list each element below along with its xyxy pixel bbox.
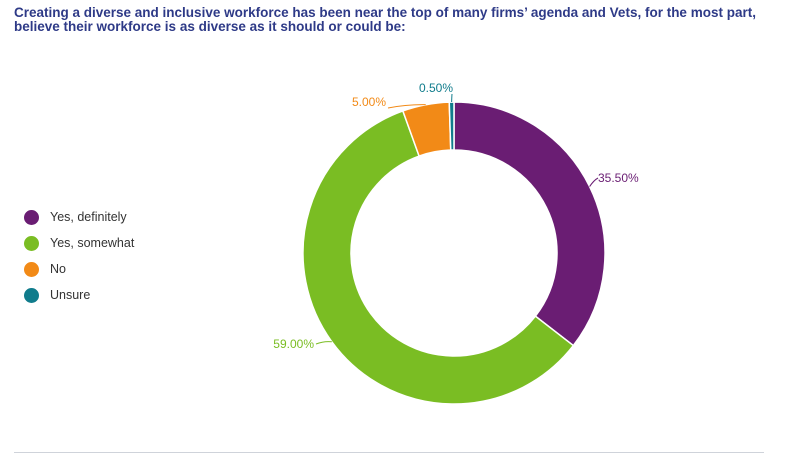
bottom-divider — [14, 452, 764, 453]
data-label-yes-somewhat: 59.00% — [273, 337, 314, 351]
leader-line-yes-definitely — [589, 177, 599, 187]
legend-label-no: No — [50, 262, 66, 276]
data-label-no: 5.00% — [352, 95, 386, 109]
legend-label-unsure: Unsure — [50, 288, 91, 302]
slice-yes-somewhat[interactable] — [302, 109, 575, 405]
leader-line-yes-somewhat — [315, 341, 332, 345]
legend-swatch-unsure — [24, 287, 39, 303]
legend-swatch-yes-definitely — [24, 209, 39, 225]
slice-yes-definitely[interactable] — [453, 101, 606, 347]
data-label-unsure: 0.50% — [419, 81, 453, 95]
legend-label-yes-somewhat: Yes, somewhat — [50, 236, 135, 250]
slice-unsure[interactable] — [448, 101, 455, 151]
legend-item-unsure[interactable]: Unsure — [24, 282, 134, 308]
legend-label-yes-definitely: Yes, definitely — [50, 210, 127, 224]
legend-item-no[interactable]: No — [24, 256, 134, 282]
legend-item-yes-somewhat[interactable]: Yes, somewhat — [24, 230, 134, 256]
legend: Yes, definitely Yes, somewhat No Unsure — [24, 204, 134, 308]
data-label-yes-definitely: 35.50% — [598, 171, 639, 185]
leader-line-no — [387, 104, 426, 109]
legend-swatch-no — [24, 261, 39, 277]
legend-item-yes-definitely[interactable]: Yes, definitely — [24, 204, 134, 230]
chart-title: Creating a diverse and inclusive workfor… — [14, 5, 756, 34]
legend-swatch-yes-somewhat — [24, 235, 39, 251]
